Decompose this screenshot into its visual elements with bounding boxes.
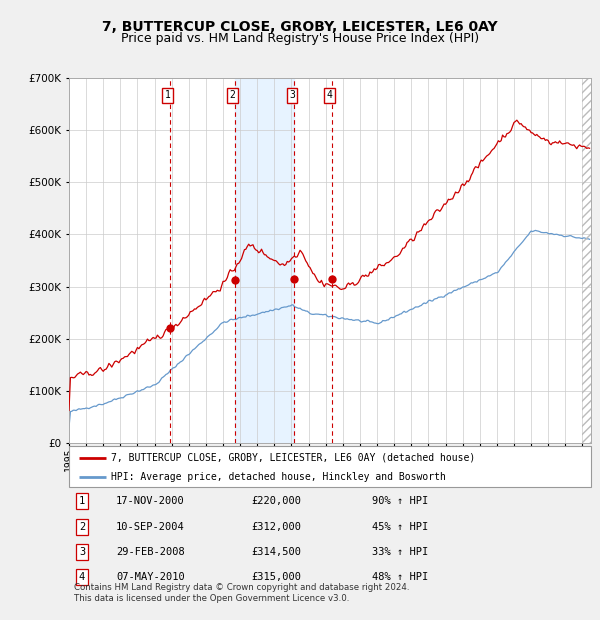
Text: 4: 4	[79, 572, 85, 582]
Text: Contains HM Land Registry data © Crown copyright and database right 2024.
This d: Contains HM Land Registry data © Crown c…	[74, 583, 410, 603]
Text: 7, BUTTERCUP CLOSE, GROBY, LEICESTER, LE6 0AY (detached house): 7, BUTTERCUP CLOSE, GROBY, LEICESTER, LE…	[111, 453, 475, 463]
Text: 1: 1	[79, 496, 85, 506]
Bar	[583, 78, 591, 443]
Text: Price paid vs. HM Land Registry's House Price Index (HPI): Price paid vs. HM Land Registry's House …	[121, 32, 479, 45]
Text: 2: 2	[79, 521, 85, 531]
Text: 29-FEB-2008: 29-FEB-2008	[116, 547, 185, 557]
Text: 7, BUTTERCUP CLOSE, GROBY, LEICESTER, LE6 0AY: 7, BUTTERCUP CLOSE, GROBY, LEICESTER, LE…	[102, 20, 498, 33]
Bar	[235, 78, 294, 443]
Text: 3: 3	[289, 91, 295, 100]
Text: 07-MAY-2010: 07-MAY-2010	[116, 572, 185, 582]
Text: 90% ↑ HPI: 90% ↑ HPI	[372, 496, 428, 506]
Text: 45% ↑ HPI: 45% ↑ HPI	[372, 521, 428, 531]
Text: £314,500: £314,500	[252, 547, 302, 557]
Text: £220,000: £220,000	[252, 496, 302, 506]
Text: 2: 2	[230, 91, 236, 100]
Text: 1: 1	[164, 91, 170, 100]
Text: 4: 4	[326, 91, 332, 100]
Text: 10-SEP-2004: 10-SEP-2004	[116, 521, 185, 531]
Text: £315,000: £315,000	[252, 572, 302, 582]
Text: 48% ↑ HPI: 48% ↑ HPI	[372, 572, 428, 582]
Text: 33% ↑ HPI: 33% ↑ HPI	[372, 547, 428, 557]
Text: £312,000: £312,000	[252, 521, 302, 531]
Text: 17-NOV-2000: 17-NOV-2000	[116, 496, 185, 506]
Text: HPI: Average price, detached house, Hinckley and Bosworth: HPI: Average price, detached house, Hinc…	[111, 472, 446, 482]
Text: 3: 3	[79, 547, 85, 557]
